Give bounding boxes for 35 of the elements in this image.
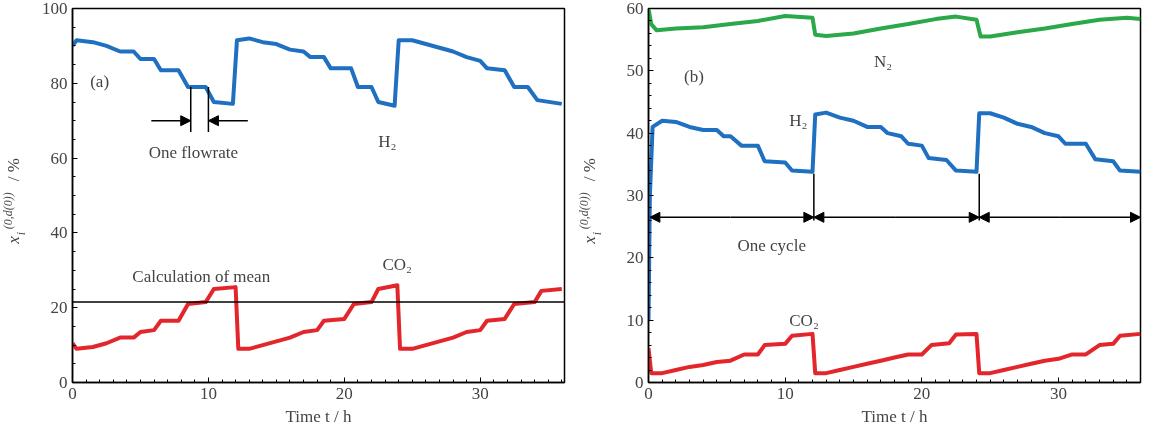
x-tick-label: 10 (199, 383, 217, 403)
annotation: (b) (684, 67, 704, 87)
series-label: N₂ (874, 51, 893, 71)
y-tick-label: 20 (50, 298, 68, 318)
line-series (648, 8, 1141, 39)
line-series (72, 36, 564, 108)
series-label: CO₂ (789, 310, 819, 330)
x-axis-title: Time t / h (285, 406, 352, 426)
y-tick-label: 30 (626, 186, 644, 205)
y-axis-title: xi(0,d(0)) / % (577, 158, 604, 245)
y-tick-label: 100 (42, 0, 68, 18)
x-tick-label: 20 (913, 383, 931, 403)
annotation: One flowrate (148, 143, 238, 163)
annotation: Calculation of mean (132, 267, 271, 287)
annotation: One cycle (737, 235, 806, 255)
x-tick-label: 30 (471, 383, 489, 403)
y-tick-label: 40 (50, 223, 68, 243)
y-tick-label: 10 (626, 310, 644, 330)
y-tick-label: 60 (50, 148, 68, 168)
x-axis-title: Time t / h (861, 406, 928, 426)
line-series (72, 283, 564, 351)
series-label: CO₂ (382, 255, 412, 275)
x-tick-label: 10 (776, 383, 794, 403)
y-tick-label: 20 (626, 248, 644, 268)
y-tick-label: 50 (626, 61, 644, 81)
y-tick-label: 40 (626, 123, 644, 143)
line-series (648, 331, 1141, 376)
series-label: H₂ (378, 131, 397, 151)
y-tick-label: 60 (626, 0, 644, 18)
y-axis-title: xi(0,d(0)) / % (1, 158, 28, 245)
x-tick-label: 20 (335, 383, 353, 403)
y-tick-label: 80 (50, 73, 68, 93)
annotation: (a) (90, 71, 110, 91)
series-label: H₂ (789, 111, 808, 131)
x-tick-label: 30 (1050, 383, 1067, 403)
